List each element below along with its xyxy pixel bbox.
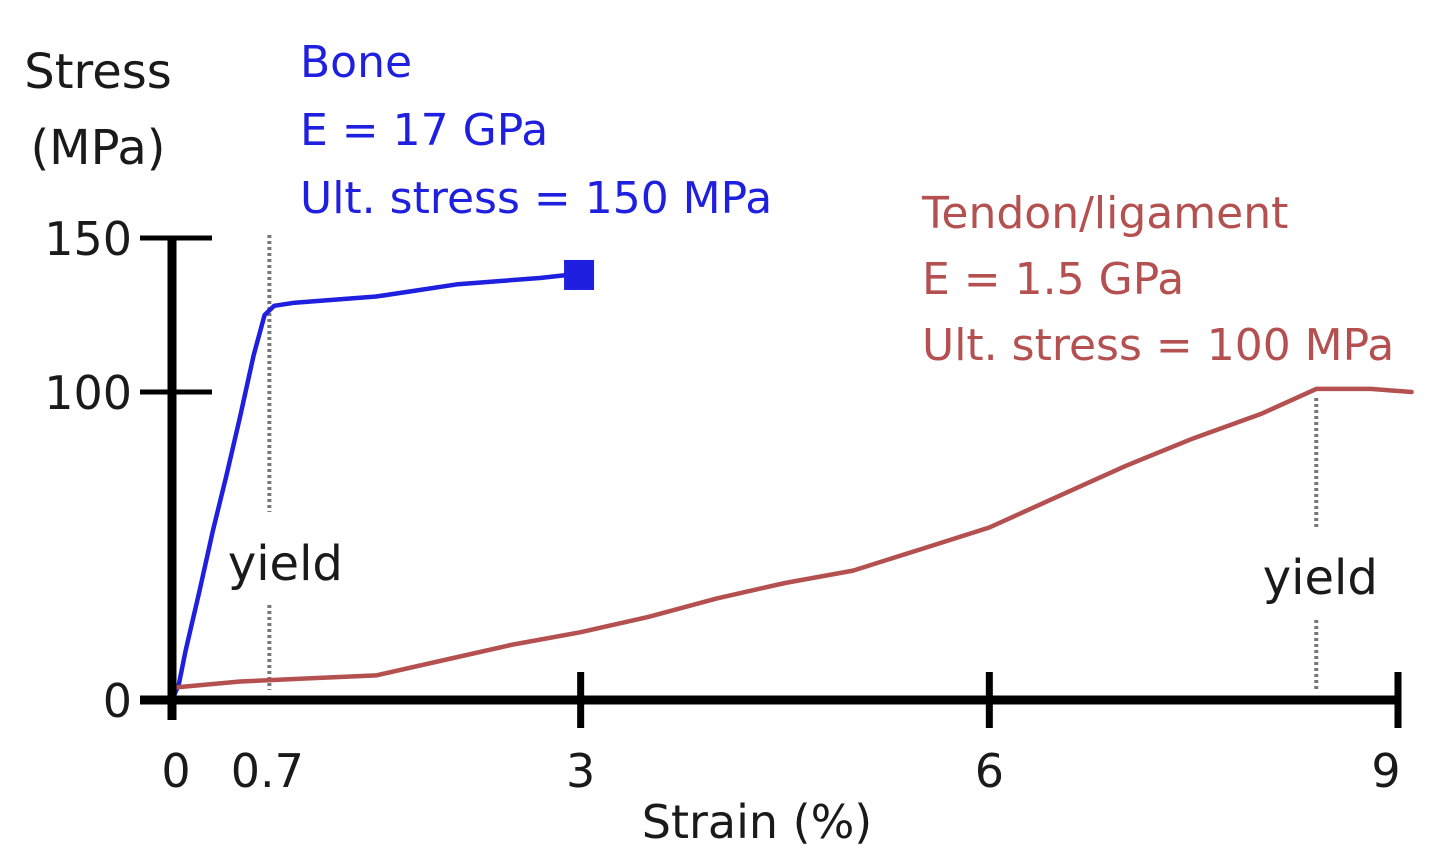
ultimate-stress-marker (564, 259, 595, 290)
y-tick-label: 0 (103, 674, 132, 728)
x-tick-label: 3 (566, 744, 595, 798)
x-tick-label: 6 (975, 744, 1004, 798)
tendon-annotation-line: E = 1.5 GPa (922, 254, 1184, 305)
y-tick-label: 150 (44, 212, 132, 266)
x-axis-label: Strain (%) (642, 795, 873, 849)
bone-annotation-line: Ult. stress = 150 MPa (300, 173, 772, 224)
bone-annotation-line: Bone (300, 37, 412, 88)
y-axis-label-line: (MPa) (30, 120, 165, 176)
labels: 0 100 150 0 0.7 3 6 9 Strain (%) Stress (MPa) yield… (24, 37, 1400, 849)
x-tick-label: 9 (1371, 744, 1400, 798)
series-layer (169, 259, 1414, 703)
y-axis-label-line: Stress (24, 44, 172, 100)
bone-annotation-line: E = 17 GPa (300, 105, 548, 156)
tendon-annotation-line: Ult. stress = 100 MPa (922, 320, 1394, 371)
y-tick-label: 100 (44, 366, 132, 420)
series-line-1 (169, 386, 1414, 690)
yield-label-tendon: yield (1263, 550, 1378, 606)
tendon-annotation-line: Tendon/ligament (921, 188, 1288, 239)
yield-label-bone: yield (228, 536, 343, 592)
x-tick-label: 0 (161, 744, 190, 798)
yield-lines (267, 235, 1319, 692)
axes (140, 235, 1402, 728)
x-tick-label: 0.7 (231, 744, 304, 798)
series-line-0 (169, 272, 570, 703)
